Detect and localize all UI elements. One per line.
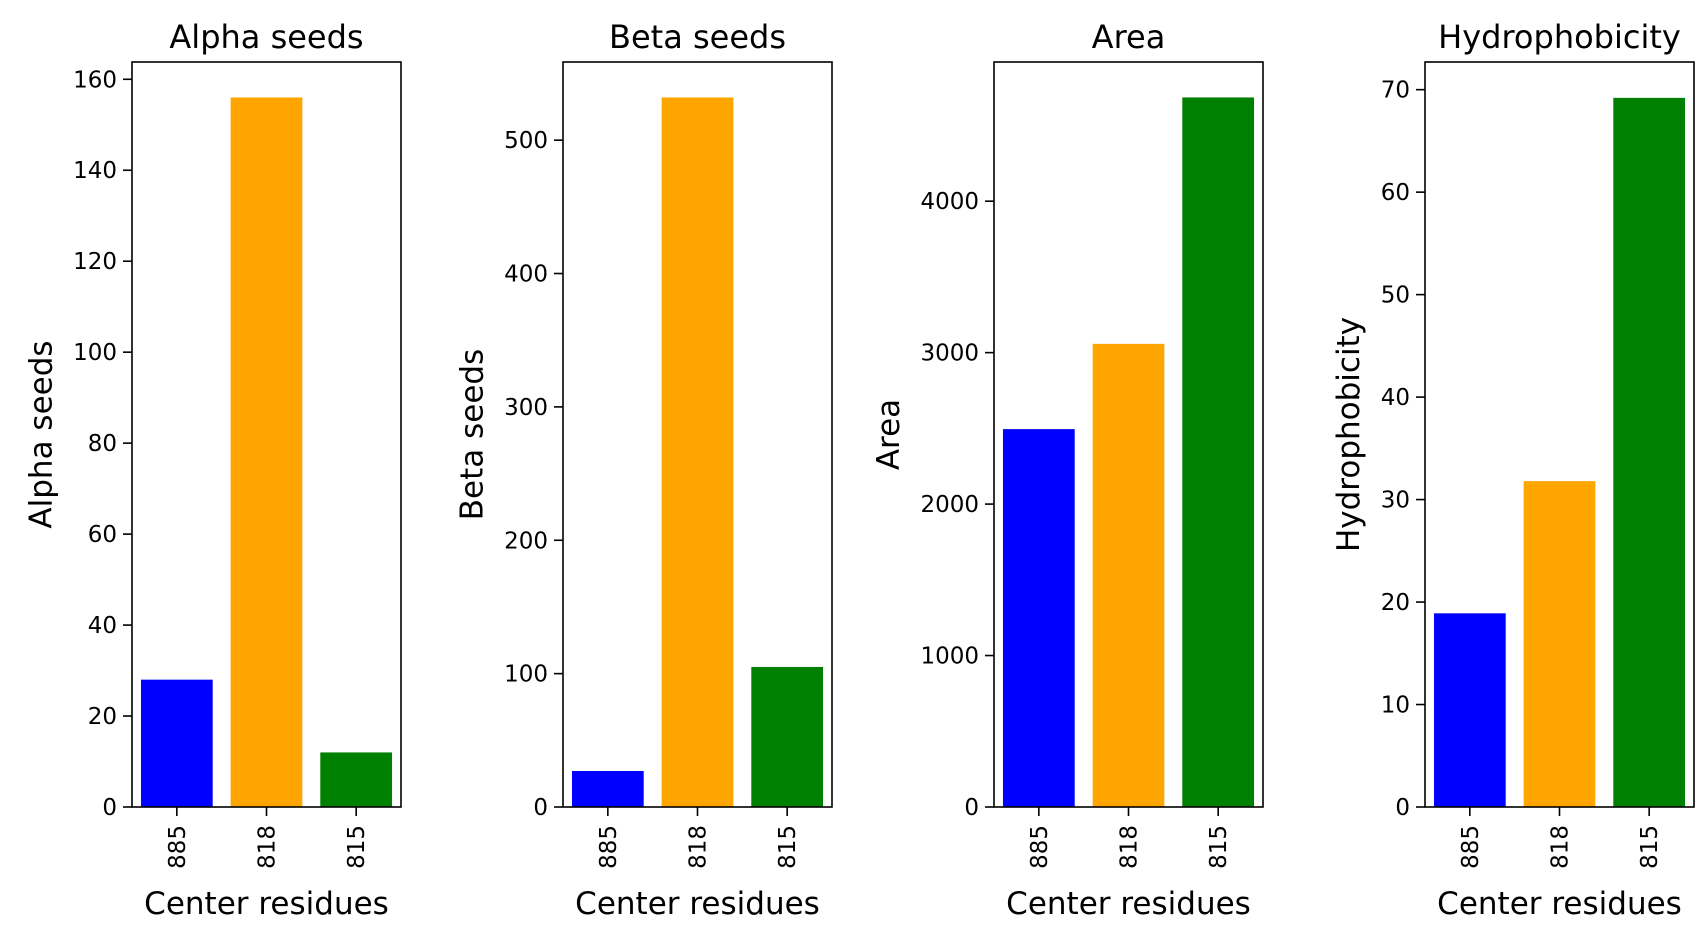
bar-815 xyxy=(751,666,824,807)
y-tick-label: 400 xyxy=(504,262,548,288)
x-tick-label-818: 818 xyxy=(1548,825,1574,869)
y-tick-label: 100 xyxy=(73,340,117,366)
y-axis-label: Beta seeds xyxy=(455,349,491,520)
y-axis-label: Alpha seeds xyxy=(24,340,60,528)
x-tick-label-885: 885 xyxy=(165,825,191,869)
x-axis-label: Center residues xyxy=(1437,886,1682,922)
y-tick-label: 120 xyxy=(73,249,117,275)
y-tick-label: 50 xyxy=(1381,283,1410,309)
y-tick-label: 40 xyxy=(88,613,117,639)
y-tick-label: 100 xyxy=(504,662,548,688)
chart-panel-1: 0 20 40 60 80 100 120 140 160 885 818 815 Alpha seed… xyxy=(24,18,402,922)
y-tick-label: 1000 xyxy=(920,644,979,670)
x-tick-label-885: 885 xyxy=(1458,825,1484,869)
y-tick-label: 0 xyxy=(1395,795,1410,821)
x-axis-label: Center residues xyxy=(575,886,820,922)
y-tick-label: 0 xyxy=(102,795,117,821)
y-tick-label: 20 xyxy=(1381,590,1410,616)
y-tick-label: 20 xyxy=(88,704,117,730)
chart-title: Alpha seeds xyxy=(169,18,363,56)
y-tick-label: 0 xyxy=(533,795,548,821)
bar-818 xyxy=(230,97,303,808)
bar-885 xyxy=(1433,613,1506,807)
x-tick-label-818: 818 xyxy=(1117,825,1143,869)
x-tick-label-885: 885 xyxy=(596,825,622,869)
bar-815 xyxy=(320,752,393,807)
x-tick-label-818: 818 xyxy=(686,825,712,869)
chart-title: Area xyxy=(1092,18,1166,56)
y-tick-label: 70 xyxy=(1381,78,1410,104)
x-tick-label-885: 885 xyxy=(1027,825,1053,869)
y-tick-label: 200 xyxy=(504,528,548,554)
y-axis-label: Hydrophobicity xyxy=(1331,317,1367,552)
y-tick-label: 60 xyxy=(1381,180,1410,206)
x-tick-label-815: 815 xyxy=(1637,825,1663,869)
bar-885 xyxy=(140,679,213,807)
y-tick-label: 160 xyxy=(73,67,117,93)
x-tick-label-815: 815 xyxy=(344,825,370,869)
x-tick-label-818: 818 xyxy=(255,825,281,869)
x-axis-label: Center residues xyxy=(144,886,389,922)
y-tick-label: 500 xyxy=(504,128,548,154)
y-tick-label: 40 xyxy=(1381,385,1410,411)
y-tick-label: 300 xyxy=(504,395,548,421)
y-tick-label: 4000 xyxy=(920,189,979,215)
y-tick-label: 80 xyxy=(88,431,117,457)
y-axis-label: Area xyxy=(871,399,907,470)
bar-815 xyxy=(1613,97,1686,808)
bar-818 xyxy=(1523,481,1596,807)
y-tick-label: 10 xyxy=(1381,693,1410,719)
y-tick-label: 60 xyxy=(88,522,117,548)
y-tick-label: 0 xyxy=(964,795,979,821)
chart-panel-2: 0 100 200 300 400 500 885 818 815 Beta seeds Cente… xyxy=(455,18,833,922)
chart-panel-4: 0 10 20 30 40 50 60 70 885 818 815 Hydrophobicity Ce… xyxy=(1331,18,1695,922)
chart-title: Hydrophobicity xyxy=(1438,18,1681,56)
bar-885 xyxy=(571,770,644,807)
y-tick-label: 3000 xyxy=(920,341,979,367)
chart-panel-3: 0 1000 2000 3000 4000 885 818 815 Area Center res… xyxy=(871,18,1264,922)
y-tick-label: 2000 xyxy=(920,492,979,518)
x-tick-label-815: 815 xyxy=(1206,825,1232,869)
bar-818 xyxy=(661,97,734,808)
bar-818 xyxy=(1092,343,1165,807)
x-tick-label-815: 815 xyxy=(775,825,801,869)
chart-title: Beta seeds xyxy=(609,18,786,56)
bar-815 xyxy=(1182,97,1255,807)
y-tick-label: 140 xyxy=(73,158,117,184)
x-axis-label: Center residues xyxy=(1006,886,1251,922)
y-tick-label: 30 xyxy=(1381,488,1410,514)
bar-885 xyxy=(1002,429,1075,807)
